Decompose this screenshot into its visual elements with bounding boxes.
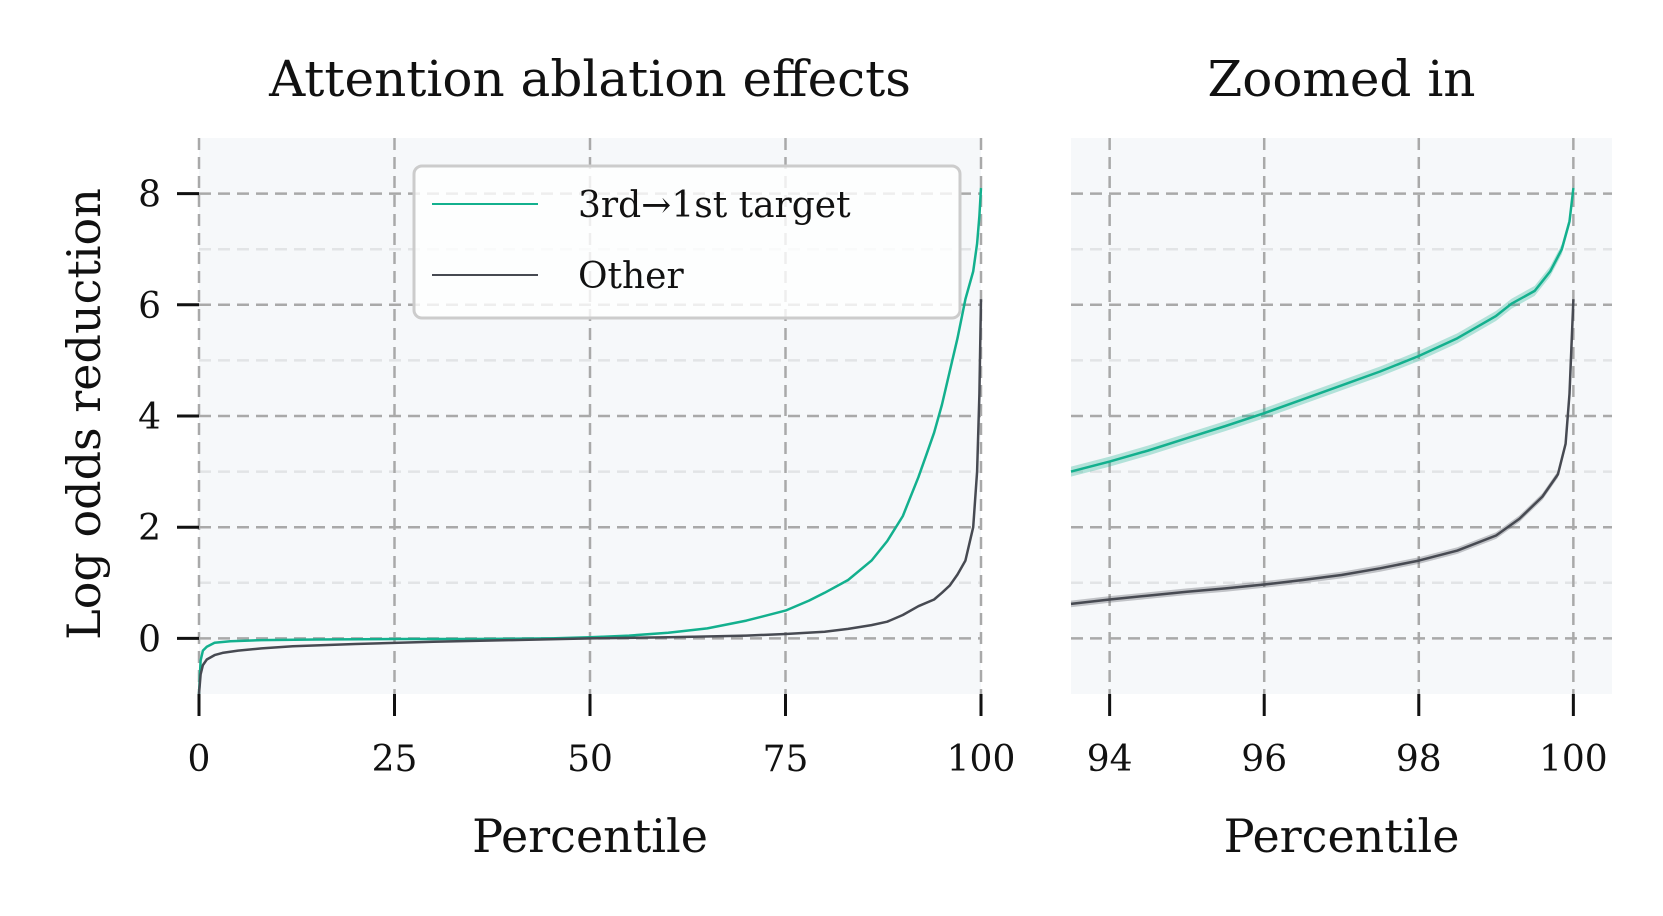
right-x-tick-label: 96: [1241, 739, 1287, 780]
left-x-tick-label: 50: [567, 739, 613, 780]
left-x-tick-label: 25: [372, 739, 418, 780]
legend-label-target: 3rd→1st target: [578, 185, 851, 226]
left-x-tick-label: 0: [188, 739, 211, 780]
left-line-target: [197, 187, 983, 695]
left-y-tick-label: 8: [138, 175, 161, 216]
right-x-tick-label: 100: [1539, 739, 1608, 780]
right-line-target: [1070, 187, 1575, 473]
right-chart: Zoomed in 94 96 98 100 Percentile: [1070, 50, 1612, 863]
right-line-other: [1070, 299, 1575, 606]
left-line-other: [197, 299, 983, 695]
left-y-tick-label: 2: [138, 508, 161, 549]
right-title: Zoomed in: [1207, 50, 1475, 108]
left-y-tick-label: 6: [138, 286, 161, 327]
right-x-tick-label: 94: [1087, 739, 1133, 780]
left-y-tick-label: 4: [138, 397, 161, 438]
legend: 3rd→1st target Other: [412, 164, 962, 320]
legend-box: [412, 164, 962, 320]
left-x-tick-label: 100: [947, 739, 1016, 780]
left-title: Attention ablation effects: [268, 50, 911, 108]
right-x-tick-label: 98: [1396, 739, 1442, 780]
left-y-tick-label: 0: [138, 619, 161, 660]
legend-label-other: Other: [578, 256, 684, 297]
right-x-axis-label: Percentile: [1224, 809, 1460, 863]
left-y-axis-label: Log odds reduction: [57, 188, 111, 640]
left-x-tick-label: 75: [763, 739, 809, 780]
left-x-axis-label: Percentile: [472, 809, 708, 863]
